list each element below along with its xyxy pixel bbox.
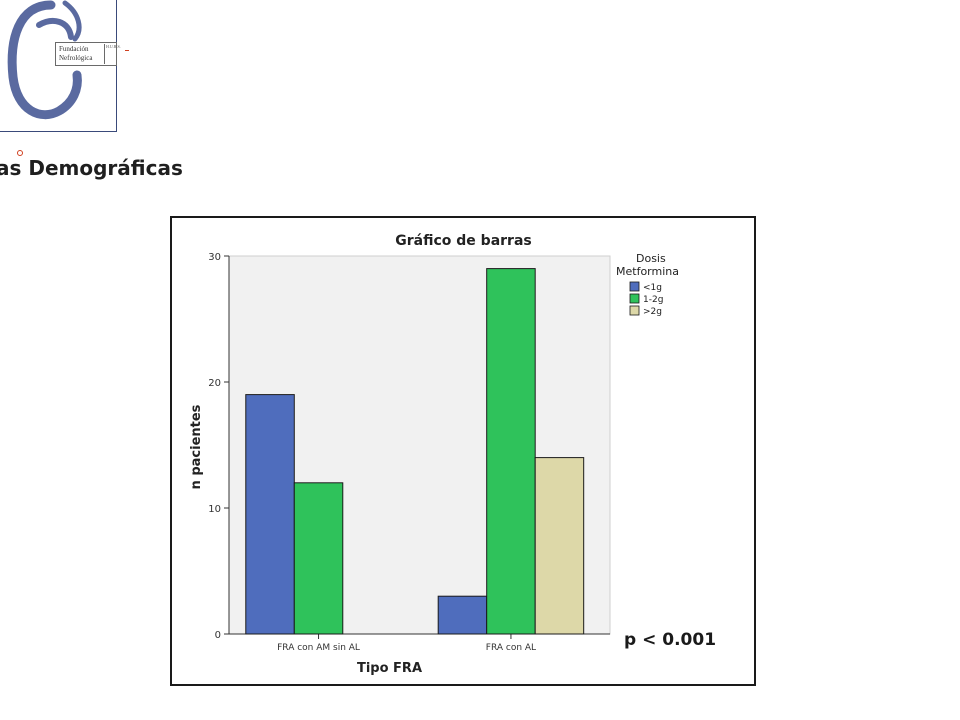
logo-label: Fundación Nefrológica H.U.R.S. <box>55 42 121 66</box>
bar <box>534 457 585 635</box>
p-value-annotation: p < 0.001 <box>624 630 717 650</box>
slide-title: as Demográficas <box>0 156 183 180</box>
chart-svg: Gráfico de barras n pacientes Tipo FRA 0… <box>189 233 679 676</box>
y-tick-label: 10 <box>208 504 221 515</box>
bar-chart: Gráfico de barras n pacientes Tipo FRA 0… <box>170 216 756 686</box>
y-axis-label: n pacientes <box>189 404 204 489</box>
x-tick-label: FRA con AM sin AL <box>277 643 360 653</box>
bars <box>245 268 585 635</box>
x-axis-label: Tipo FRA <box>357 661 422 676</box>
decoration-dash <box>125 50 129 51</box>
chart-title: Gráfico de barras <box>395 233 531 249</box>
legend-entry: >2g <box>643 307 662 317</box>
kidney-logo-icon <box>7 0 82 120</box>
foundation-logo: Fundación Nefrológica H.U.R.S. <box>0 0 121 132</box>
legend-swatch <box>629 293 640 304</box>
logo-side-text: H.U.R.S. <box>104 44 121 64</box>
bar <box>437 595 488 635</box>
axes: 0 10 20 30 FRA con AM sin AL FRA con AL <box>208 252 610 653</box>
legend-swatch <box>629 305 640 316</box>
y-tick-label: 30 <box>208 252 221 263</box>
bar <box>245 394 295 635</box>
legend-title: Dosis <box>636 252 666 265</box>
legend-title: Metformina <box>616 265 679 278</box>
legend-entry: 1-2g <box>643 295 663 305</box>
decoration-dot <box>17 150 23 156</box>
bar <box>486 268 536 635</box>
legend-entry: <1g <box>643 283 662 293</box>
bar <box>293 482 344 635</box>
x-tick-label: FRA con AL <box>486 643 536 653</box>
y-tick-label: 20 <box>208 378 221 389</box>
y-tick-label: 0 <box>215 630 221 641</box>
logo-line-1: Fundación <box>59 45 89 53</box>
logo-line-2: Nefrológica <box>59 54 93 62</box>
legend-swatch <box>629 281 640 292</box>
